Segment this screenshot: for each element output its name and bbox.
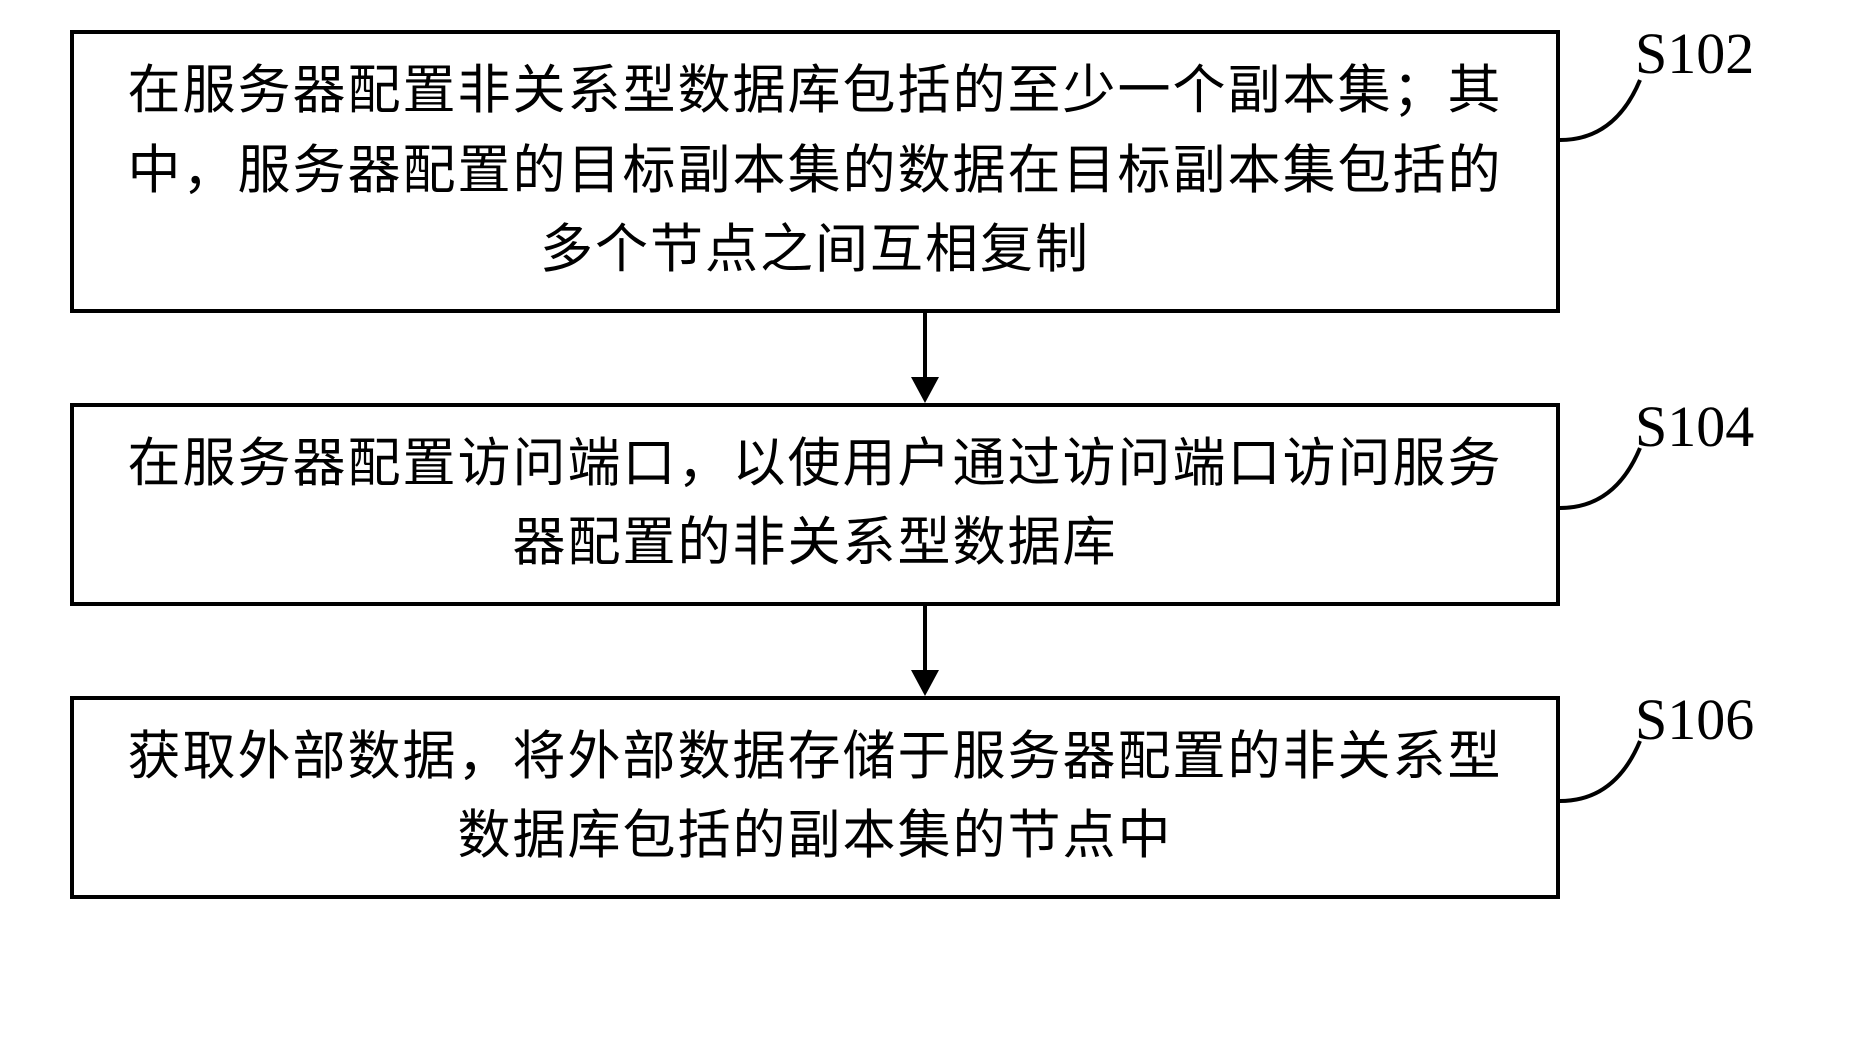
step-box-s106: 获取外部数据，将外部数据存储于服务器配置的非关系型数据库包括的副本集的节点中: [70, 696, 1560, 899]
step-row-s102: 在服务器配置非关系型数据库包括的至少一个副本集；其中，服务器配置的目标副本集的数…: [70, 30, 1780, 313]
step-label-s104: S104: [1635, 393, 1754, 460]
arrow-head-icon: [911, 377, 939, 403]
step-label-s102: S102: [1635, 20, 1754, 87]
connector-1: [180, 313, 1670, 403]
step-box-s104: 在服务器配置访问端口，以使用户通过访问端口访问服务器配置的非关系型数据库: [70, 403, 1560, 606]
connector-2: [180, 606, 1670, 696]
step-text-s106: 获取外部数据，将外部数据存储于服务器配置的非关系型数据库包括的副本集的节点中: [104, 718, 1526, 877]
step-text-s104: 在服务器配置访问端口，以使用户通过访问端口访问服务器配置的非关系型数据库: [104, 425, 1526, 584]
step-box-s102: 在服务器配置非关系型数据库包括的至少一个副本集；其中，服务器配置的目标副本集的数…: [70, 30, 1560, 313]
arrow-head-icon: [911, 670, 939, 696]
arrow-line-1: [923, 313, 927, 377]
arrow-line-2: [923, 606, 927, 670]
step-row-s104: 在服务器配置访问端口，以使用户通过访问端口访问服务器配置的非关系型数据库 S10…: [70, 403, 1780, 606]
step-label-s106: S106: [1635, 686, 1754, 753]
step-row-s106: 获取外部数据，将外部数据存储于服务器配置的非关系型数据库包括的副本集的节点中 S…: [70, 696, 1780, 899]
step-text-s102: 在服务器配置非关系型数据库包括的至少一个副本集；其中，服务器配置的目标副本集的数…: [104, 52, 1526, 291]
flowchart-container: 在服务器配置非关系型数据库包括的至少一个副本集；其中，服务器配置的目标副本集的数…: [70, 30, 1780, 899]
